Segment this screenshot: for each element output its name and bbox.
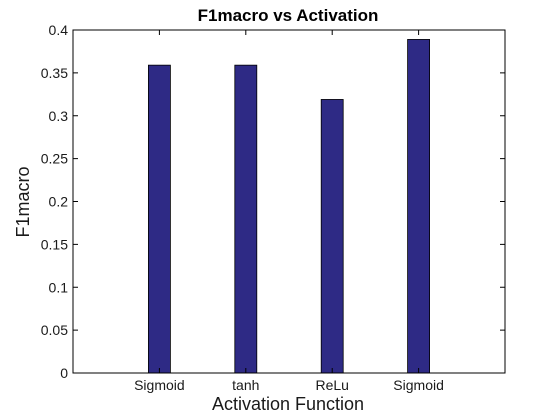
y-tick-label: 0.1: [49, 279, 69, 295]
chart-title: F1macro vs Activation: [198, 6, 379, 25]
bar-3: [320, 99, 344, 374]
y-tick-label: 0.4: [49, 22, 69, 38]
y-tick-label: 0.05: [41, 322, 68, 338]
plot-area: 0 0.05 0.1 0.15 0.2 0.25 0.3 0.35 0.4 Sigmoid tanh…: [41, 22, 506, 393]
y-tick-label: 0.2: [49, 194, 69, 210]
y-tick-label: 0.3: [49, 108, 69, 124]
x-tick-label: Sigmoid: [134, 377, 185, 393]
y-tick-label: 0.25: [41, 151, 68, 167]
y-tick-label: 0.35: [41, 65, 68, 81]
y-tick-label: 0.15: [41, 236, 68, 252]
y-axis-label: F1macro: [13, 166, 33, 237]
bar-4: [407, 39, 431, 374]
y-tick-label: 0: [60, 365, 68, 381]
x-tick-label: tanh: [232, 377, 259, 393]
bar-1: [147, 64, 171, 374]
x-tick-label: Sigmoid: [393, 377, 444, 393]
x-axis-label: Activation Function: [212, 394, 364, 414]
bar-2: [234, 64, 258, 374]
x-tick-label: ReLu: [315, 377, 348, 393]
